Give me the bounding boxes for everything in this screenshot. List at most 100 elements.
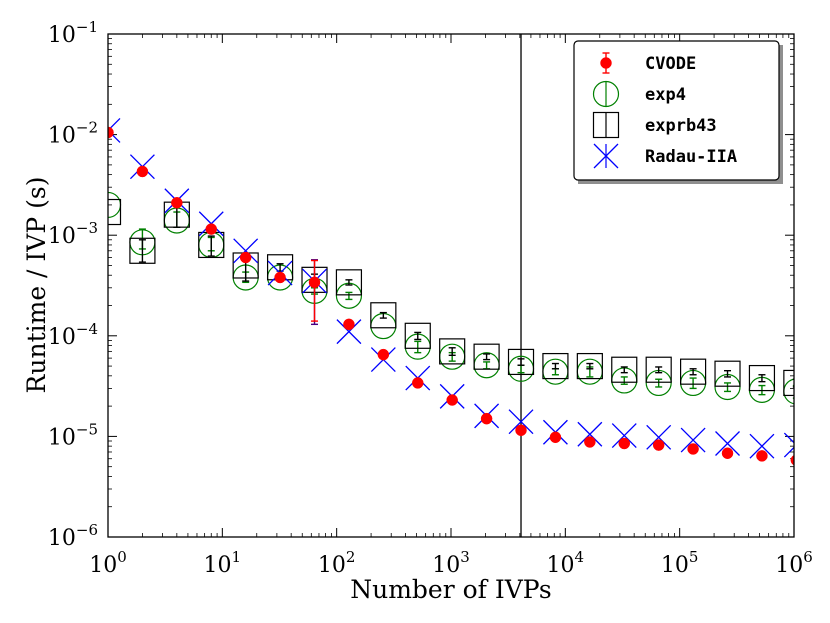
legend-label: CVODE: [645, 54, 696, 74]
data-point: [687, 443, 699, 455]
data-point: [508, 409, 534, 435]
data-point: [370, 302, 397, 329]
data-point: [611, 423, 637, 448]
x-tick-label: 101: [204, 548, 242, 578]
data-point: [480, 412, 493, 425]
data-point: [646, 424, 672, 450]
data-point: [108, 198, 122, 226]
data-point: [680, 427, 706, 453]
data-point: [549, 431, 562, 444]
y-tick-label: 10−4: [48, 320, 98, 350]
tick-exponent: −1: [76, 18, 98, 36]
data-point: [136, 165, 149, 178]
tick-exponent: −5: [76, 420, 98, 438]
data-point: [507, 348, 535, 376]
tick-mantissa: 10: [318, 553, 346, 578]
x-tick-label: 105: [661, 548, 699, 578]
data-point: [446, 394, 458, 406]
tick-exponent: 2: [346, 548, 356, 566]
tick-mantissa: 10: [432, 553, 460, 578]
data-point: [756, 450, 768, 462]
legend-entry-exp4: exp4: [592, 80, 686, 108]
legend-label: exp4: [645, 85, 686, 105]
data-point: [542, 352, 569, 380]
y-axis-label: Runtime / IVP (s): [22, 177, 51, 394]
series-cvode: [108, 126, 794, 466]
legend-marker: [592, 111, 620, 139]
data-point: [205, 223, 218, 235]
y-tick-label: 10−6: [48, 521, 98, 551]
x-tick-label: 104: [547, 548, 585, 578]
data-point: [108, 117, 121, 143]
tick-mantissa: 10: [48, 124, 76, 149]
data-point: [577, 421, 603, 447]
tick-exponent: 5: [689, 548, 699, 566]
data-point: [108, 126, 114, 139]
x-tick-label: 103: [432, 548, 470, 578]
y-tick-label: 10−5: [48, 420, 98, 450]
tick-mantissa: 10: [48, 425, 76, 450]
tick-exponent: −2: [76, 119, 98, 137]
x-axis-label: Number of IVPs: [350, 575, 552, 604]
data-point: [680, 358, 707, 385]
y-tick-label: 10−1: [48, 18, 98, 48]
data-point: [412, 377, 424, 389]
data-point: [473, 343, 500, 370]
y-tick-labels: 10−110−210−310−410−510−6: [48, 18, 98, 551]
legend-label: Radau-IIA: [645, 147, 737, 167]
tick-exponent: −4: [76, 320, 98, 338]
legend-marker: [593, 143, 619, 169]
data-point: [404, 322, 431, 349]
data-point: [439, 338, 466, 365]
data-point: [611, 356, 638, 383]
tick-mantissa: 10: [89, 553, 117, 578]
tick-mantissa: 10: [48, 23, 76, 48]
data-point: [790, 454, 794, 466]
tick-mantissa: 10: [661, 553, 689, 578]
data-point: [171, 197, 183, 209]
data-point: [714, 360, 741, 387]
data-point: [377, 348, 390, 361]
tick-mantissa: 10: [204, 553, 232, 578]
tick-exponent: 6: [803, 548, 813, 566]
data-point: [618, 437, 631, 450]
data-point: [239, 251, 252, 264]
tick-exponent: −6: [76, 521, 98, 539]
legend-entry-radau-iia: Radau-IIA: [593, 143, 737, 169]
tick-exponent: 0: [117, 548, 127, 566]
data-point: [515, 424, 527, 437]
data-point: [335, 269, 363, 296]
tick-mantissa: 10: [48, 325, 76, 350]
plot-frame: [107, 33, 795, 538]
tick-exponent: 4: [575, 548, 585, 566]
data-point: [645, 356, 672, 383]
tick-mantissa: 10: [547, 553, 575, 578]
data-point: [783, 432, 794, 458]
data-point: [233, 238, 259, 264]
y-tick-label: 10−2: [48, 119, 98, 149]
data-point: [584, 436, 596, 448]
tick-exponent: −3: [76, 219, 98, 237]
data-series: [108, 117, 794, 466]
data-point: [274, 271, 286, 284]
tick-mantissa: 10: [48, 526, 76, 551]
data-point: [748, 364, 776, 392]
legend-marker: [592, 80, 620, 108]
x-tick-label: 102: [318, 548, 356, 578]
legend-entry-exprb43: exprb43: [592, 111, 717, 139]
legend: CVODE exp4 exprb43 Radau-IIA: [573, 40, 783, 184]
data-point: [308, 276, 321, 289]
data-point: [652, 439, 665, 451]
data-point: [343, 318, 355, 331]
x-tick-labels: 100 101 102 103 104 105 106: [89, 548, 813, 578]
x-tick-label: 100: [89, 548, 127, 578]
legend-box: [573, 40, 780, 181]
y-tick-label: 10−3: [48, 219, 98, 249]
data-point: [721, 447, 734, 459]
legend-marker: [600, 57, 612, 69]
x-tick-label: 106: [775, 548, 813, 578]
data-point: [749, 433, 775, 459]
data-point: [715, 431, 740, 456]
tick-mantissa: 10: [48, 224, 76, 249]
